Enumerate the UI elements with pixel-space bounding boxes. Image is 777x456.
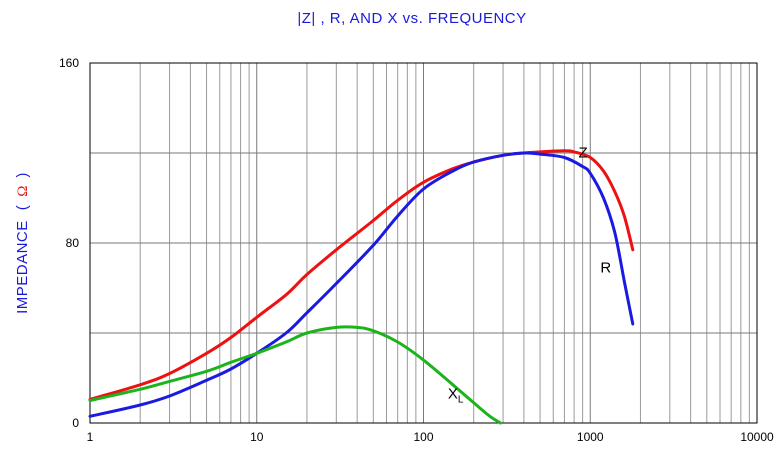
x-tick-label: 100 xyxy=(413,430,433,444)
series-annotations: Z R XL xyxy=(448,145,612,406)
y-tick-label: 0 xyxy=(72,416,79,430)
x-tick-label: 1 xyxy=(87,430,94,444)
series-annotation: R xyxy=(600,259,611,276)
y-tick-label: 160 xyxy=(59,56,79,70)
y-axis-label-text: IMPEDANCE xyxy=(14,220,31,314)
series-annotation-subscript: L xyxy=(458,394,464,405)
series-line-2 xyxy=(88,325,503,425)
y-axis-label-symbol: Ω xyxy=(15,186,31,197)
series-lines xyxy=(88,149,635,425)
x-axis-ticks: 1 10 100 1000 10000 xyxy=(87,430,774,444)
x-tick-label: 1000 xyxy=(577,430,604,444)
x-tick-label: 10 xyxy=(250,430,264,444)
series-line-0 xyxy=(88,149,635,401)
series-line-1 xyxy=(88,151,635,418)
grid-lines xyxy=(89,62,757,424)
series-annotation: XL xyxy=(448,385,464,405)
svg-text:IMPEDANCE ( Ω: IMPEDANCE ( Ω ) xyxy=(14,172,31,314)
y-tick-label: 80 xyxy=(66,236,80,250)
x-tick-label: 10000 xyxy=(740,430,774,444)
y-axis-label: IMPEDANCE ( Ω ) xyxy=(14,172,31,314)
chart-title: |Z| , R, AND X vs. FREQUENCY xyxy=(297,10,526,27)
y-axis-ticks: 0 80 160 xyxy=(59,56,79,430)
series-annotation: Z xyxy=(578,145,587,162)
y-axis-label-close: ) xyxy=(14,172,31,178)
y-axis-label-open: ( xyxy=(14,205,31,211)
plot-frame xyxy=(89,62,758,424)
